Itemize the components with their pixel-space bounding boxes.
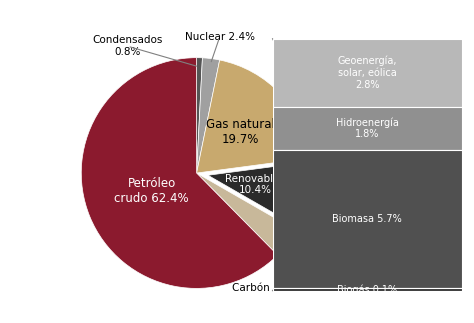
Text: Petróleo
crudo 62.4%: Petróleo crudo 62.4% (115, 177, 189, 205)
Text: Geoenergía,
solar, eólica
2.8%: Geoenergía, solar, eólica 2.8% (337, 56, 397, 89)
Wedge shape (81, 58, 278, 288)
Bar (273, 150, 462, 288)
Text: Condensados
0.8%: Condensados 0.8% (92, 35, 163, 57)
Wedge shape (208, 160, 323, 233)
Wedge shape (197, 173, 297, 255)
Bar (273, 288, 462, 291)
Text: Hidroenergía
1.8%: Hidroenergía 1.8% (336, 117, 399, 140)
Text: Biomasa 5.7%: Biomasa 5.7% (332, 214, 402, 224)
Bar (273, 39, 462, 107)
Text: Biogás 0.1%: Biogás 0.1% (337, 284, 397, 295)
Text: Nuclear 2.4%: Nuclear 2.4% (185, 32, 255, 42)
Text: Carbón 4.3%: Carbón 4.3% (232, 283, 300, 293)
Text: Gas natural
19.7%: Gas natural 19.7% (206, 118, 275, 146)
Wedge shape (197, 58, 202, 173)
Wedge shape (197, 58, 219, 173)
Wedge shape (197, 60, 311, 173)
Bar (273, 107, 462, 150)
Text: Renovables
10.4%: Renovables 10.4% (226, 174, 285, 195)
